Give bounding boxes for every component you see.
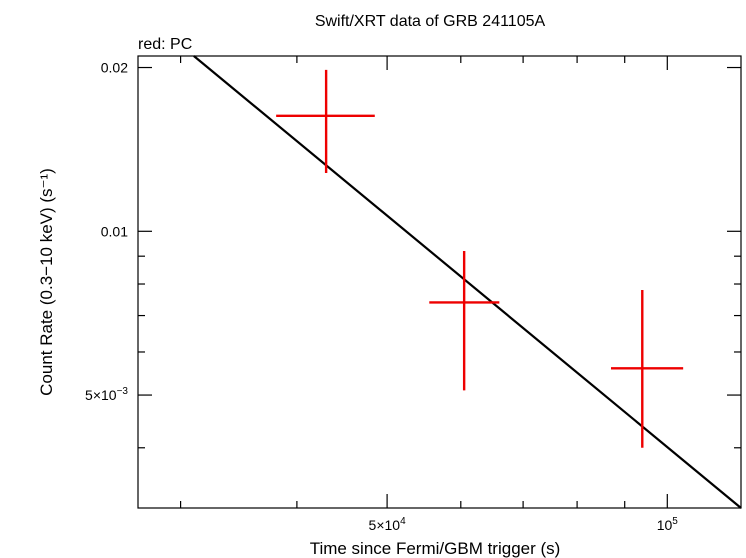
y-axis-ticks (138, 66, 741, 449)
chart-subtitle: red: PC (138, 36, 192, 53)
chart-title: Swift/XRT data of GRB 241105A (315, 13, 546, 30)
fit-line-group (193, 55, 742, 509)
data-points (276, 69, 684, 448)
y-axis-tick-labels: 0.02 0.01 5×10−3 (85, 60, 128, 404)
x-axis-tick-labels: 5×104 105 (369, 516, 679, 533)
x-axis-ticks (179, 56, 668, 508)
y-tick-label: 0.01 (101, 223, 128, 239)
y-axis-label: Count Rate (0.3−10 keV) (s⁻¹) (37, 168, 56, 396)
plot-frame (137, 55, 742, 509)
x-tick-label: 105 (657, 516, 679, 533)
x-tick-label: 5×104 (369, 516, 407, 533)
data-point (429, 250, 500, 391)
data-point (611, 289, 684, 448)
y-tick-label: 5×10−3 (85, 386, 128, 403)
data-point (276, 69, 375, 173)
y-tick-label: 0.02 (101, 60, 128, 76)
fit-line (193, 55, 742, 509)
x-axis-label: Time since Fermi/GBM trigger (s) (310, 539, 561, 558)
